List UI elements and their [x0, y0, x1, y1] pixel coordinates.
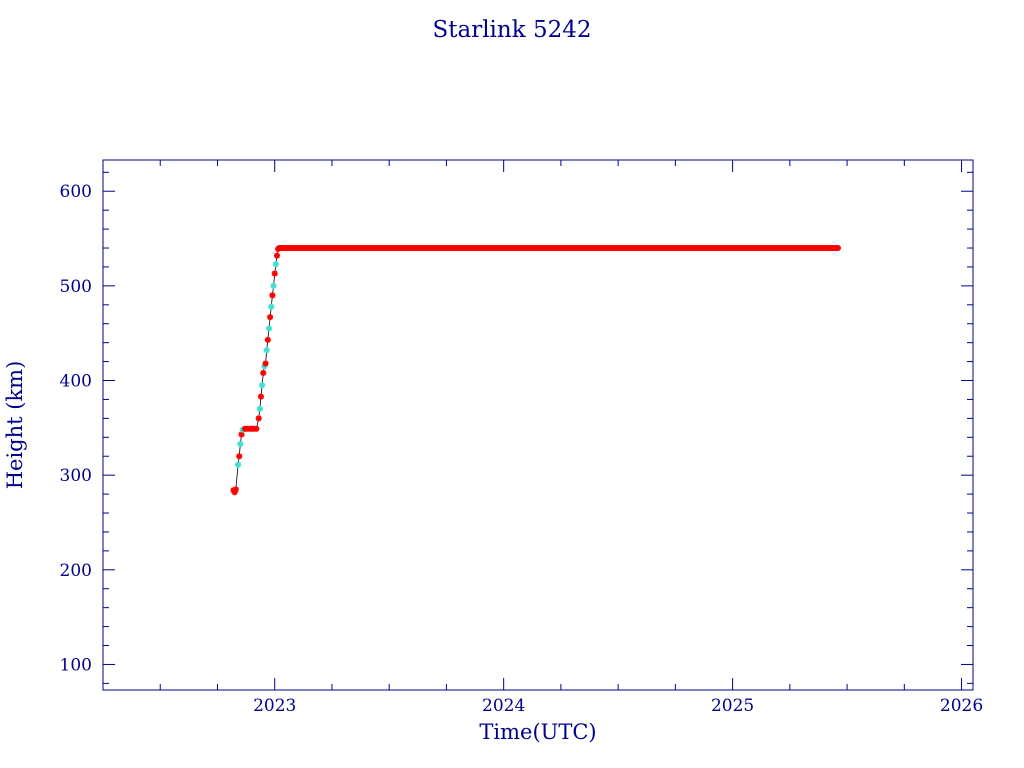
data-point	[232, 486, 239, 493]
data-point	[265, 325, 272, 332]
y-axis-label: Height (km)	[3, 361, 27, 490]
axis-tick-labels: 2023 2024 2025 2026 100 200 300 400 500 600	[60, 182, 984, 716]
data-point	[271, 270, 278, 277]
x-tick-label: 2023	[253, 696, 296, 716]
x-tick-label: 2024	[482, 696, 525, 716]
chart-title: Starlink 5242	[432, 17, 591, 43]
data-point	[236, 453, 243, 460]
data-point	[270, 282, 277, 289]
dense-marker-band	[279, 245, 838, 252]
data-point	[257, 393, 264, 400]
data-point	[269, 292, 276, 299]
y-tick-label: 400	[60, 372, 92, 392]
data-point	[263, 347, 270, 354]
data-series	[230, 245, 841, 496]
y-tick-label: 300	[60, 466, 92, 486]
x-tick-label: 2026	[940, 696, 983, 716]
data-point	[274, 252, 280, 259]
data-point	[259, 382, 266, 389]
data-point	[255, 415, 262, 422]
y-tick-label: 200	[60, 561, 92, 581]
data-point	[235, 461, 242, 468]
axis-ticks	[102, 160, 973, 690]
y-tick-label: 500	[60, 277, 92, 297]
data-point	[256, 405, 263, 412]
series-line	[233, 247, 838, 494]
data-point	[262, 360, 269, 367]
y-tick-label: 600	[60, 182, 92, 202]
x-tick-label: 2025	[711, 696, 754, 716]
y-tick-label: 100	[60, 655, 92, 675]
data-point	[264, 336, 271, 343]
x-axis-label: Time(UTC)	[479, 720, 596, 744]
data-point	[268, 303, 275, 310]
data-point	[237, 440, 244, 447]
plot-frame	[102, 159, 974, 691]
data-point	[238, 431, 245, 438]
data-point	[272, 261, 279, 268]
data-point	[267, 314, 274, 321]
data-point	[260, 369, 267, 376]
data-point	[253, 425, 260, 432]
